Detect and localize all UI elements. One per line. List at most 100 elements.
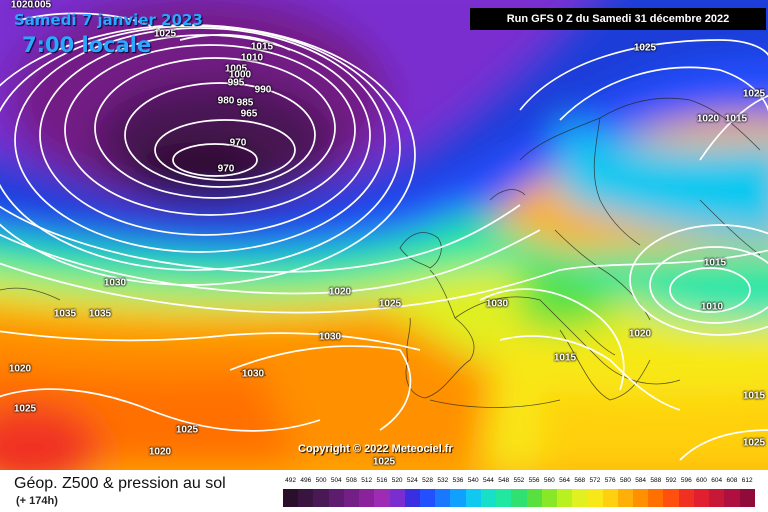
isobar-lines (0, 12, 768, 461)
map-title: Géop. Z500 & pression au sol (14, 475, 226, 492)
legend-swatch (511, 489, 527, 507)
legend-swatch (343, 489, 360, 507)
isobar-label: 995 (227, 77, 245, 89)
legend-swatch (663, 489, 679, 507)
legend-swatch (496, 489, 512, 507)
isobar-label: 1025 (378, 298, 402, 310)
copyright-notice: Copyright © 2022 Meteociel.fr (298, 443, 453, 455)
isobar-label: 1015 (703, 257, 727, 269)
legend-value: 580 (619, 477, 631, 484)
forecast-offset: (+ 174h) (16, 495, 58, 507)
isobar-label: 1025 (372, 456, 396, 468)
isobar-label: 1020 (328, 286, 352, 298)
geopotential-field (0, 0, 768, 470)
pressure-map (0, 0, 768, 470)
isobar-label: 1030 (318, 331, 342, 343)
legend-value: 596 (680, 477, 692, 484)
isobar-label: 1025 (153, 28, 177, 40)
isobar-label: 1025 (175, 424, 199, 436)
legend-value: 588 (650, 477, 662, 484)
isobar-label: 985 (236, 97, 254, 109)
legend-value: 548 (498, 477, 510, 484)
legend-value: 520 (391, 477, 403, 484)
legend-value: 528 (422, 477, 433, 484)
legend-swatch (313, 489, 329, 507)
isobar-label: 990 (254, 84, 272, 96)
legend-value: 500 (315, 477, 327, 484)
isobar-label: 1015 (724, 113, 748, 125)
legend-value: 604 (711, 477, 723, 484)
isobar-label: 1010 (240, 52, 264, 64)
isobar-label: 1030 (103, 277, 127, 289)
legend-value: 560 (543, 477, 555, 484)
legend-value: 544 (483, 477, 494, 484)
legend-swatch (328, 489, 344, 507)
legend-value: 556 (528, 477, 540, 484)
legend-value: 540 (467, 477, 479, 484)
legend-value: 600 (696, 477, 707, 484)
isobar-label: 1025 (742, 88, 766, 100)
legend-value: 524 (406, 477, 418, 484)
legend-value: 516 (376, 477, 388, 484)
legend-value: 612 (741, 477, 753, 484)
isobar-label: 1005 (224, 63, 248, 75)
legend-swatch (617, 489, 634, 507)
legend-value: 508 (346, 477, 357, 484)
legend-value: 572 (589, 477, 601, 484)
legend-swatch (283, 489, 299, 507)
legend-swatch (435, 489, 451, 507)
isobar-label: 1030 (241, 368, 265, 380)
legend-swatch (465, 489, 481, 507)
legend-swatch (389, 489, 405, 507)
legend-value: 608 (726, 477, 738, 484)
map-footer: Géop. Z500 & pression au sol (+ 174h) 49… (0, 470, 768, 512)
legend-labels: 492 496 500 504 508 512 516 520 524 528 532 536 540 5… (283, 477, 755, 487)
legend-swatch (739, 489, 755, 507)
isobar-label: 1020 (628, 328, 652, 340)
legend-swatch (374, 489, 390, 507)
isobar-label: 1020 (148, 446, 172, 458)
legend-swatch (556, 489, 573, 507)
legend-swatch (526, 489, 542, 507)
legend-value: 576 (604, 477, 616, 484)
legend-swatch (724, 489, 740, 507)
isobar-label: 1015 (250, 41, 274, 53)
isobar-label: 1020 (10, 0, 34, 11)
isobar-label: 1025 (633, 42, 657, 54)
legend-swatch (709, 489, 725, 507)
legend-swatch (359, 489, 375, 507)
legend-value: 512 (361, 477, 373, 484)
isobar-label: 1025 (742, 437, 766, 449)
legend-value: 492 (285, 477, 297, 484)
legend-value: 564 (559, 477, 570, 484)
isobar-label: 1020 (696, 113, 720, 125)
legend-swatch (678, 489, 694, 507)
legend-swatch (404, 489, 420, 507)
legend-value: 592 (665, 477, 677, 484)
legend-swatch (572, 489, 588, 507)
legend-swatch (541, 489, 557, 507)
legend-value: 536 (452, 477, 464, 484)
isobar-label: 1030 (485, 298, 509, 310)
forecast-date: Samedi 7 janvier 2023 (14, 11, 203, 29)
isobar-label: 970 (229, 137, 247, 149)
legend-swatch (298, 489, 314, 507)
isobar-label: 1000 (228, 69, 252, 81)
isobar-label: 1010 (700, 301, 724, 313)
legend-swatch (480, 489, 497, 507)
isobar-label: 965 (240, 108, 258, 120)
isobar-label: 980 (217, 95, 235, 107)
legend-swatches (283, 489, 755, 507)
legend-swatch (587, 489, 603, 507)
isobar-label: 1020 (8, 363, 32, 375)
legend-value: 496 (300, 477, 312, 484)
legend-swatch (633, 489, 649, 507)
legend-swatch (693, 489, 710, 507)
isobar-label: 1035 (53, 308, 77, 320)
isobar-label: 1005 (28, 0, 52, 11)
legend-value: 532 (437, 477, 449, 484)
legend-swatch (450, 489, 466, 507)
legend-value: 568 (574, 477, 586, 484)
coastlines (0, 97, 761, 408)
